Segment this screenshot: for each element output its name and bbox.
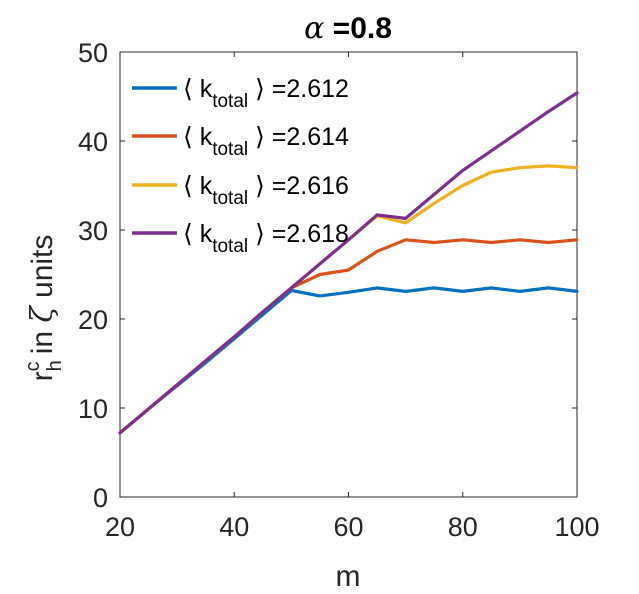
legend-entry: ⟨ ktotal ⟩ =2.618 <box>132 220 349 257</box>
legend-suffix: ⟩ =2.616 <box>248 172 349 200</box>
x-tick-label: 60 <box>333 512 363 542</box>
y-axis-label: rch in ζ units <box>22 235 66 382</box>
plot-area <box>119 51 578 498</box>
legend: ⟨ ktotal ⟩ =2.612 ⟨ ktotal ⟩ =2.614 ⟨ kt… <box>132 75 349 257</box>
x-tick-label: 100 <box>554 512 599 542</box>
y-tick-label: 30 <box>78 216 108 246</box>
legend-suffix: ⟩ =2.612 <box>248 75 349 103</box>
y-label-rest-b: units <box>26 235 59 307</box>
legend-suffix: ⟩ =2.614 <box>248 123 349 151</box>
legend-prefix: ⟨ k <box>183 220 213 248</box>
legend-subscript: total <box>212 139 248 160</box>
legend-subscript: total <box>212 236 248 257</box>
x-tick-label: 40 <box>219 512 249 542</box>
title-value: =0.8 <box>324 12 392 45</box>
y-label-sub: h <box>44 360 66 371</box>
y-tick-label: 0 <box>93 483 108 513</box>
legend-subscript: total <box>212 91 248 112</box>
y-tick-label: 50 <box>78 38 108 68</box>
y-label-rest-a: in <box>26 323 59 355</box>
chart-title: α =0.8 <box>304 11 392 46</box>
legend-prefix: ⟨ k <box>183 123 213 151</box>
legend-subscript: total <box>212 188 248 209</box>
legend-entry: ⟨ ktotal ⟩ =2.616 <box>132 172 349 209</box>
legend-label: ⟨ ktotal ⟩ =2.612 <box>183 75 349 112</box>
x-tick-label: 20 <box>105 512 135 542</box>
y-label-base: r <box>26 371 59 381</box>
x-axis-label: m <box>336 560 361 593</box>
y-label-zeta: ζ <box>25 305 60 323</box>
y-tick-label: 20 <box>78 305 108 335</box>
legend-entry: ⟨ ktotal ⟩ =2.614 <box>132 123 349 160</box>
y-tick-label: 40 <box>78 127 108 157</box>
series-line-2.618 <box>118 91 579 435</box>
legend-suffix: ⟩ =2.618 <box>248 220 349 248</box>
legend-entry: ⟨ ktotal ⟩ =2.612 <box>132 75 349 112</box>
legend-label: ⟨ ktotal ⟩ =2.618 <box>183 220 349 257</box>
legend-prefix: ⟨ k <box>183 75 213 103</box>
y-tick-label: 10 <box>78 394 108 424</box>
legend-label: ⟨ ktotal ⟩ =2.614 <box>183 123 349 160</box>
x-tick-label: 80 <box>448 512 478 542</box>
title-alpha: α <box>304 11 324 46</box>
y-label-sup: c <box>22 361 44 371</box>
legend-prefix: ⟨ k <box>183 172 213 200</box>
legend-label: ⟨ ktotal ⟩ =2.616 <box>183 172 349 209</box>
